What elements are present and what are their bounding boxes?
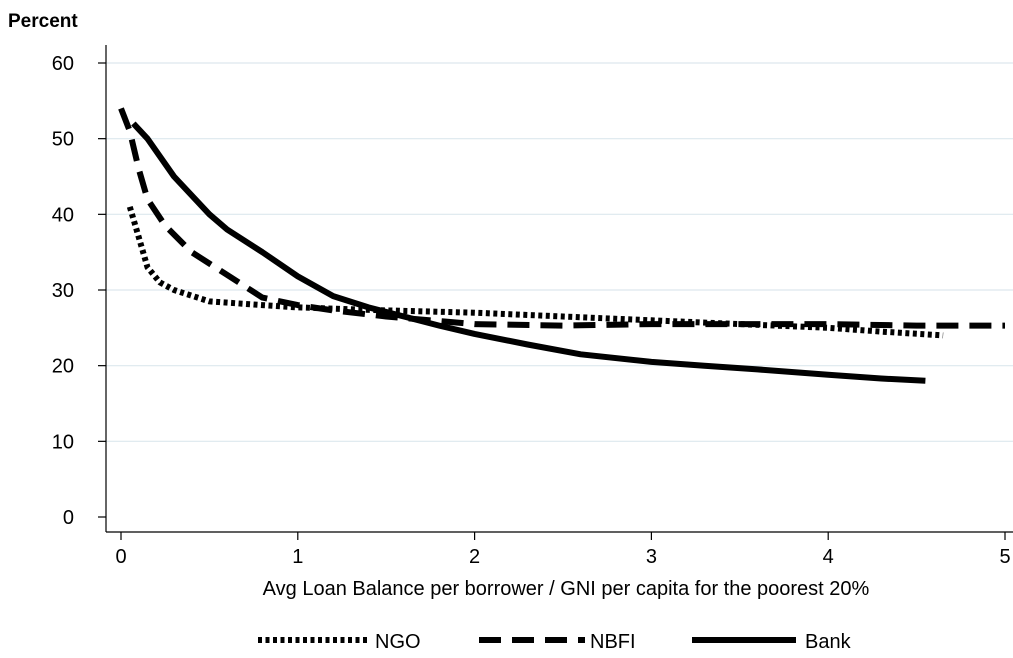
y-tick-label-0: 0: [63, 507, 74, 529]
legend-label-ngo: NGO: [375, 631, 421, 653]
x-tick-label-0: 0: [115, 546, 126, 568]
gridlines: [106, 62, 1013, 442]
series-line-nbfi: [118, 107, 1005, 329]
series-line-bank: [131, 121, 926, 384]
y-tick-label-30: 30: [52, 280, 74, 302]
legend-label-nbfi: NBFI: [590, 631, 636, 653]
x-tick-label-4: 4: [823, 546, 834, 568]
x-tick-label-2: 2: [469, 546, 480, 568]
y-tick-label-60: 60: [52, 53, 74, 75]
series-lines: [118, 107, 1005, 384]
x-tick-label-1: 1: [292, 546, 303, 568]
axes: 0 10 20 30 40 50 60 0 1 2 3 4 5: [52, 45, 1013, 568]
legend: NGO NBFI Bank: [258, 631, 852, 653]
x-axis-label: Avg Loan Balance per borrower / GNI per …: [263, 578, 870, 600]
y-tick-label-10: 10: [52, 431, 74, 453]
series-line-ngo: [126, 205, 944, 339]
y-tick-label-20: 20: [52, 356, 74, 378]
y-tick-label-40: 40: [52, 204, 74, 226]
legend-label-bank: Bank: [805, 631, 852, 653]
x-tick-label-3: 3: [646, 546, 657, 568]
y-tick-label-50: 50: [52, 129, 74, 151]
y-axis-label: Percent: [8, 11, 78, 32]
x-tick-label-5: 5: [999, 546, 1010, 568]
